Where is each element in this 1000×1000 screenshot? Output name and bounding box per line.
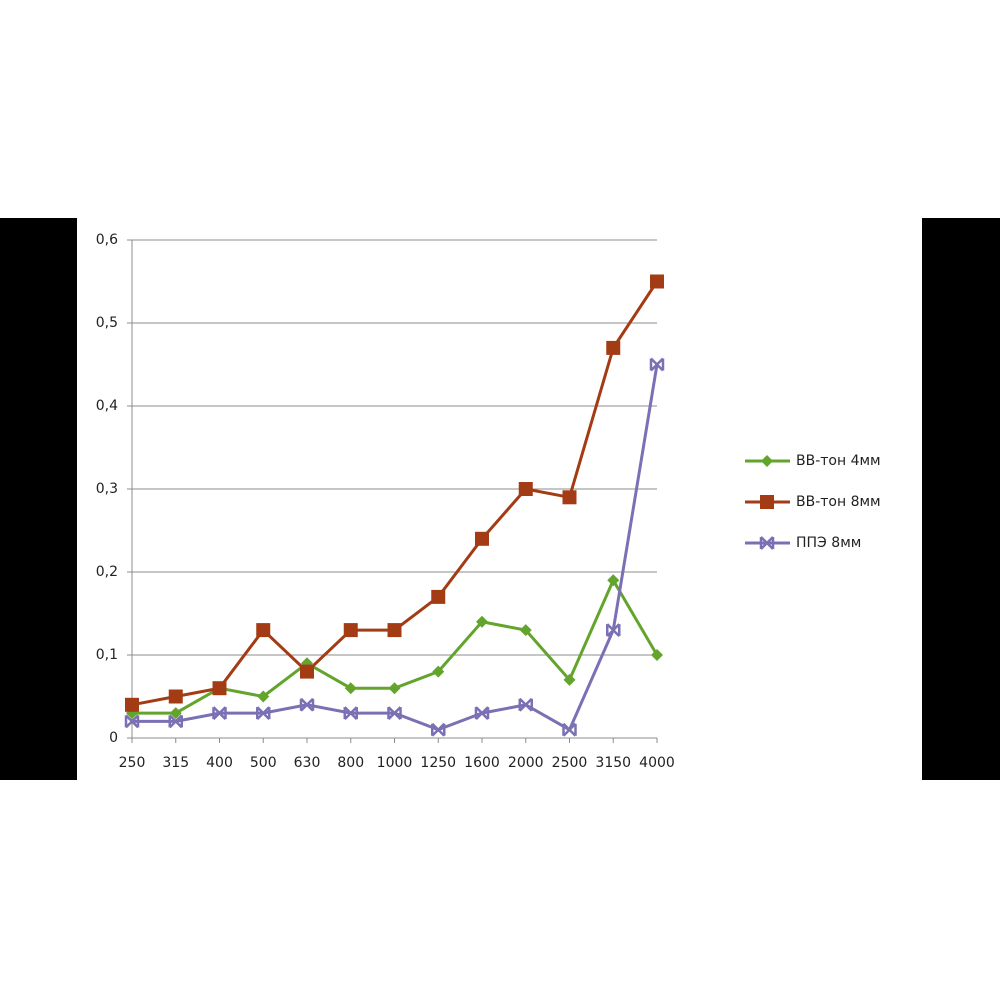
data-point [168, 689, 183, 704]
data-point [651, 649, 663, 661]
data-point [168, 714, 183, 729]
data-point [518, 697, 533, 712]
data-point [476, 615, 488, 628]
data-point [256, 706, 271, 720]
legend-marker [759, 536, 775, 550]
data-point [474, 706, 490, 720]
x-tick-label: 315 [162, 755, 189, 771]
series-line [131, 280, 659, 707]
data-point [344, 682, 357, 695]
y-tick-label: 0,2 [96, 564, 118, 580]
data-point [606, 623, 621, 637]
x-tick-label: 400 [206, 755, 233, 771]
data-point [256, 623, 271, 638]
x-tick-label: 630 [294, 755, 321, 771]
data-point [387, 623, 402, 638]
series-line [132, 364, 659, 732]
letterbox-left [0, 218, 77, 780]
data-point [650, 274, 664, 289]
data-point [431, 722, 446, 737]
data-point [124, 714, 140, 729]
y-tick-label: 0 [109, 730, 118, 746]
data-point [169, 707, 182, 720]
data-point [212, 706, 227, 720]
legend-label: ППЭ 8мм [796, 535, 861, 551]
data-point [518, 482, 533, 496]
legend-label: ВВ-тон 8мм [796, 494, 881, 510]
legend-marker [761, 455, 773, 467]
data-point [607, 574, 620, 587]
x-tick-label: 1250 [420, 755, 456, 771]
data-point [606, 340, 621, 355]
x-tick-label: 1600 [464, 755, 500, 771]
x-tick-label: 500 [250, 755, 277, 771]
x-tick-label: 1000 [377, 755, 413, 771]
data-point [431, 589, 446, 604]
x-tick-label: 250 [119, 755, 146, 771]
data-point [300, 664, 314, 679]
data-point [563, 673, 576, 686]
data-point [299, 697, 315, 712]
y-tick-label: 0,6 [96, 232, 118, 248]
data-point [388, 682, 401, 695]
x-tick-label: 2000 [508, 755, 544, 771]
y-tick-label: 0,4 [96, 398, 118, 414]
data-point [212, 681, 227, 696]
data-point [257, 690, 270, 703]
data-point [649, 357, 665, 372]
data-point [519, 624, 532, 637]
x-tick-label: 2500 [552, 755, 588, 771]
legend-label: ВВ-тон 4мм [796, 453, 881, 469]
letterbox-right [922, 218, 1000, 780]
data-point [343, 623, 358, 638]
data-point [432, 665, 445, 678]
data-point [387, 706, 402, 720]
y-tick-label: 0,5 [96, 315, 118, 331]
x-tick-label: 800 [337, 755, 364, 771]
data-point [562, 490, 577, 505]
data-point [562, 722, 577, 737]
legend-marker [760, 495, 774, 509]
x-tick-label: 3150 [595, 755, 631, 771]
data-point [343, 706, 358, 720]
x-tick-label: 4000 [639, 755, 675, 771]
data-point [125, 697, 139, 712]
y-tick-label: 0,1 [96, 647, 118, 663]
y-tick-label: 0,3 [96, 481, 118, 497]
data-point [475, 531, 489, 546]
